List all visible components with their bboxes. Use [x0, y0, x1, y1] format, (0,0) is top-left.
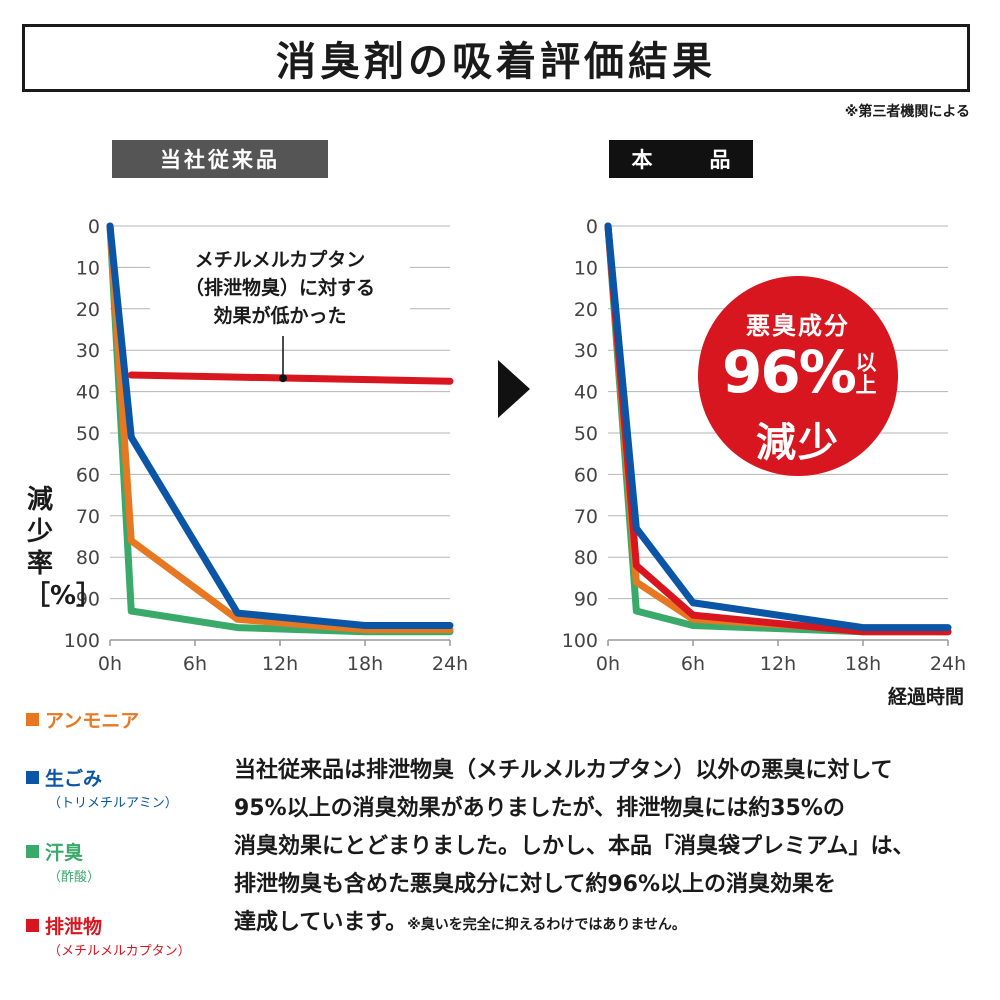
x-tick-label: 24h: [930, 653, 966, 675]
legend-sub: （トリメチルアミン）: [48, 796, 178, 811]
y-tick-label: 60: [574, 464, 598, 486]
y-tick-label: 70: [76, 506, 100, 528]
description-line: 排泄物臭も含めた悪臭成分に対して約96%以上の消臭効果を: [234, 872, 837, 897]
y-tick-label: 100: [562, 630, 598, 652]
callout-line: メチルメルカプタン: [194, 249, 366, 271]
series-line-生ごみ: [106, 222, 454, 630]
description-line-text: 達成しています。: [234, 910, 408, 935]
y-tick-label: 50: [76, 423, 100, 445]
callout-text: メチルメルカプタン （排泄物臭）に対する 効果が低かった: [150, 246, 410, 330]
description: 当社従来品は排泄物臭（メチルメルカプタン）以外の悪臭に対して 95%以上の消臭効…: [234, 752, 974, 944]
description-line: 達成しています。※臭いを完全に抑えるわけではありません。: [234, 904, 974, 944]
legend-name: アンモニア: [45, 710, 140, 732]
legend-name: 汗臭: [45, 842, 84, 864]
right-arrow-icon: [498, 360, 530, 418]
y-tick-label: 40: [76, 382, 100, 404]
y-tick-label: 20: [76, 299, 100, 321]
description-line: 消臭効果にとどまりました。しかし、本品「消臭袋プレミアム」は、: [234, 834, 915, 859]
description-line: 当社従来品は排泄物臭（メチルメルカプタン）以外の悪臭に対して: [234, 758, 893, 783]
legend-swatch: [26, 919, 39, 932]
disclaimer-note: ※臭いを完全に抑えるわけではありません。: [407, 917, 686, 933]
y-tick-label: 30: [76, 340, 100, 362]
x-tick-label: 6h: [183, 653, 207, 675]
label-new-product: 本 品: [609, 140, 753, 178]
y-tick-label: 0: [88, 216, 100, 238]
y-tick-label: 70: [574, 506, 598, 528]
x-tick-label: 0h: [98, 653, 122, 675]
y-axis-label: 減少率［%］: [24, 485, 103, 611]
y-tick-label: 90: [574, 589, 598, 611]
badge-line3: 減少: [756, 420, 840, 466]
x-tick-label: 18h: [845, 653, 881, 675]
x-axis-label: 経過時間: [887, 686, 964, 708]
x-tick-label: 6h: [681, 653, 705, 675]
y-tick-label: 90: [76, 589, 100, 611]
legend-swatch: [26, 845, 39, 858]
legend-item-excrement: 排泄物 （メチルメルカプタン）: [26, 912, 191, 959]
badge-line1: 悪臭成分: [746, 312, 850, 340]
reduction-badge: 悪臭成分 96% 以上 減少: [698, 276, 898, 476]
y-tick-label: 30: [574, 340, 598, 362]
legend-swatch: [26, 713, 39, 726]
legend-item-ammonia: アンモニア: [26, 706, 139, 733]
legend-sub: （酢酸）: [48, 870, 101, 885]
page-title: 消臭剤の吸着評価結果: [22, 24, 970, 92]
badge-value: 96%: [722, 338, 857, 406]
legend-sub: （メチルメルカプタン）: [48, 944, 191, 959]
badge-suffix: 以上: [855, 351, 877, 397]
x-tick-label: 12h: [760, 653, 796, 675]
description-line: 95%以上の消臭効果がありましたが、排泄物臭には約35%の: [234, 796, 845, 821]
legend-item-garbage: 生ごみ （トリメチルアミン）: [26, 764, 178, 811]
callout-line: （排泄物臭）に対する: [184, 277, 375, 299]
third-party-note: ※第三者機関による: [844, 104, 970, 120]
callout-dot: [279, 374, 287, 383]
legend-swatch: [26, 771, 39, 784]
y-tick-label: 0: [586, 216, 598, 238]
y-tick-label: 50: [574, 423, 598, 445]
series-line-アンモニア: [106, 222, 454, 634]
series-line-生ごみ: [604, 222, 952, 632]
x-tick-label: 18h: [347, 653, 383, 675]
legend-item-sweat: 汗臭 （酢酸）: [26, 838, 100, 885]
callout-line: 効果が低かった: [213, 305, 347, 327]
series-line-排泄物: [127, 371, 454, 385]
y-tick-label: 80: [574, 547, 598, 569]
label-old-product: 当社従来品: [112, 140, 328, 178]
y-tick-label: 10: [76, 257, 100, 279]
x-tick-label: 24h: [432, 653, 468, 675]
y-tick-label: 40: [574, 382, 598, 404]
y-tick-label: 10: [574, 257, 598, 279]
y-tick-label: 80: [76, 547, 100, 569]
y-tick-label: 100: [64, 630, 100, 652]
y-tick-label: 60: [76, 464, 100, 486]
x-tick-label: 0h: [596, 653, 620, 675]
legend-name: 排泄物: [45, 916, 103, 938]
y-tick-label: 20: [574, 299, 598, 321]
legend-name: 生ごみ: [45, 768, 103, 790]
x-tick-label: 12h: [262, 653, 298, 675]
